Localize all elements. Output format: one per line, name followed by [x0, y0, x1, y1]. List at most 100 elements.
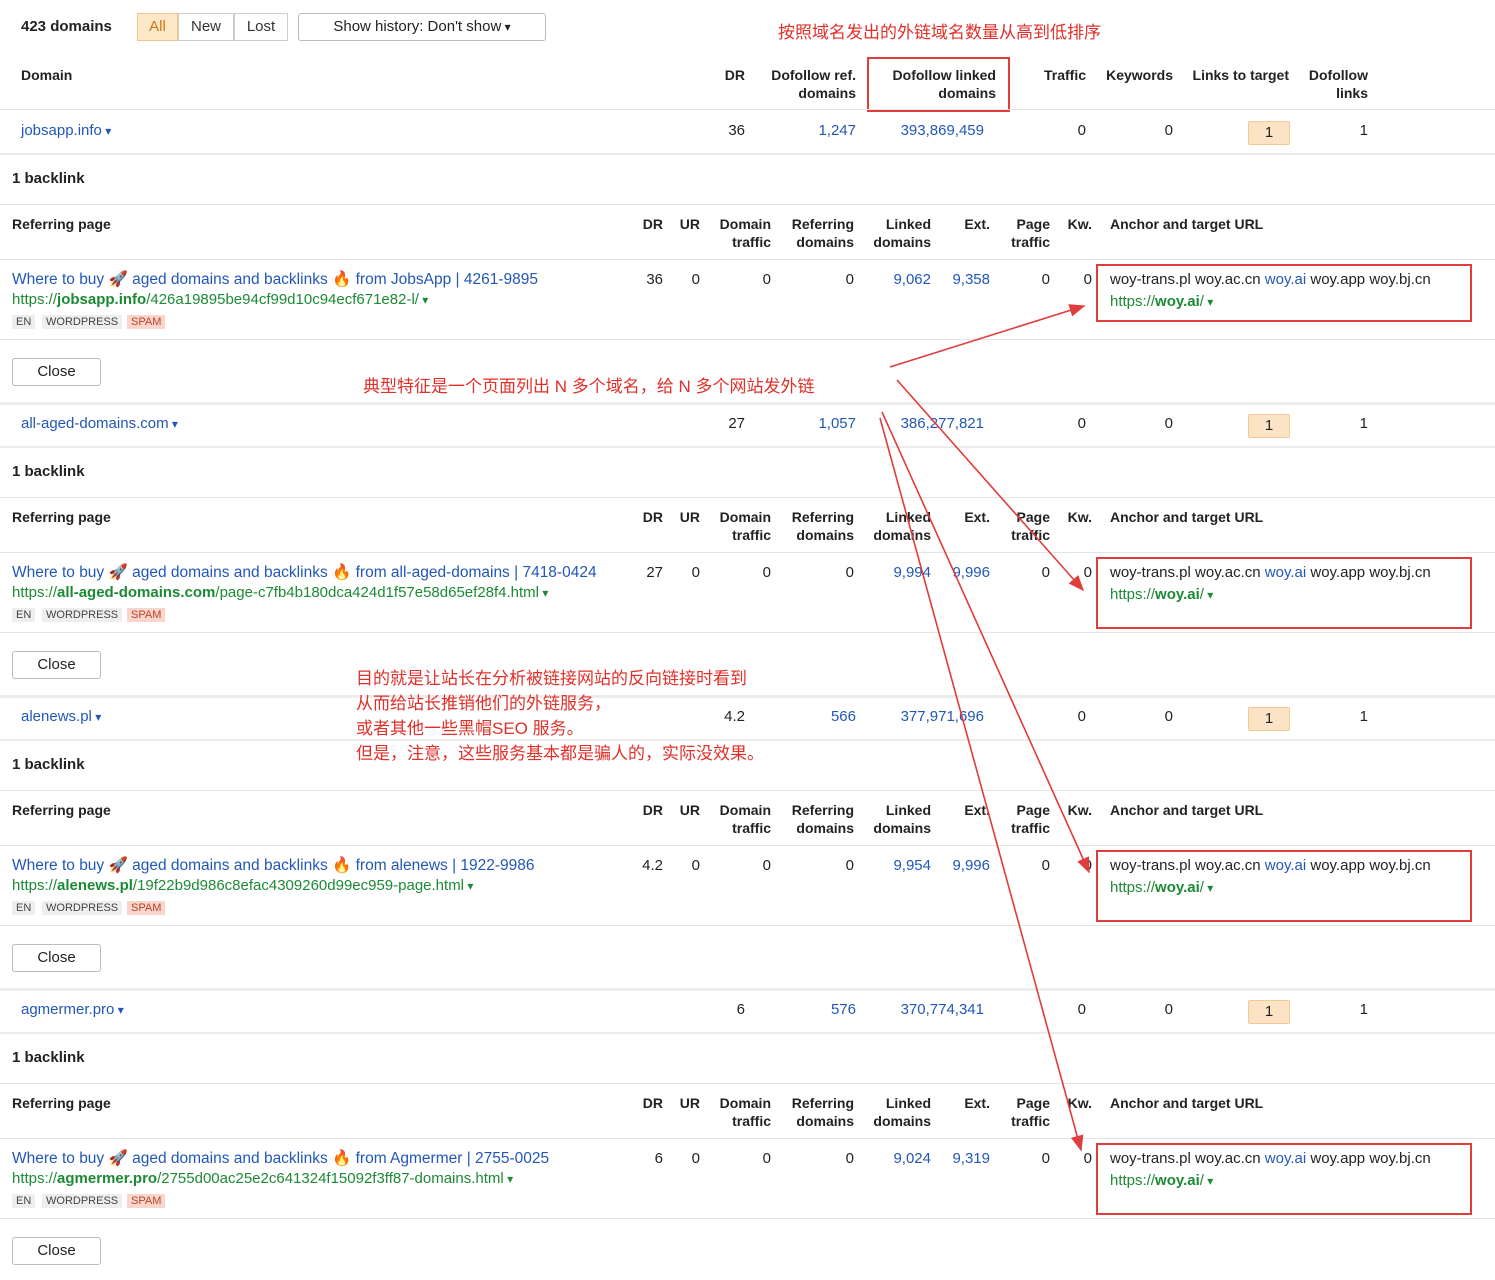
- divider: [0, 1083, 1495, 1084]
- divider: [0, 259, 1495, 260]
- domain-dofollow-links: 1: [1359, 415, 1368, 432]
- url-host: woy.ai: [1155, 879, 1200, 896]
- domain-dofollow-links: 1: [1359, 122, 1368, 139]
- tag: SPAM: [127, 315, 166, 329]
- anchor-text: woy-trans.pl woy.ac.cn woy.ai woy.app wo…: [1110, 271, 1431, 289]
- referring-page-url[interactable]: https://alenews.pl/19f22b9d986c8efac4309…: [12, 877, 473, 895]
- close-button[interactable]: Close: [12, 944, 101, 972]
- history-button[interactable]: Show history: Don't show: [298, 13, 546, 41]
- target-url[interactable]: https://woy.ai/: [1110, 879, 1213, 897]
- close-button[interactable]: Close: [12, 651, 101, 679]
- backlink-metric: 0: [762, 1150, 771, 1167]
- sub-column-header: Referring page: [12, 802, 111, 818]
- sub-column-header: Referring page: [12, 509, 111, 525]
- url-path: /19f22b9d986c8efac4309260d99ec959-page.h…: [132, 877, 465, 894]
- url-scheme: https://: [1110, 293, 1156, 310]
- url-host: all-aged-domains.com: [57, 584, 216, 601]
- sub-column-header: Linked domains: [873, 509, 931, 543]
- domain-linked-domains: 377,971,696: [900, 708, 984, 725]
- backlink-metric: 9,024: [893, 1150, 931, 1167]
- backlink-metric: 0: [762, 564, 771, 581]
- divider: [0, 790, 1495, 791]
- sub-column-header: UR: [679, 216, 700, 232]
- links-count: 1: [1264, 1003, 1274, 1020]
- referring-page-title[interactable]: Where to buy 🚀 aged domains and backlink…: [12, 564, 597, 581]
- tag: EN: [12, 608, 36, 622]
- tag: WORDPRESS: [42, 1194, 123, 1208]
- domain-linked-domains: 370,774,341: [900, 1001, 984, 1018]
- url-path: /: [1199, 879, 1204, 896]
- anchor-domain: woy-trans.pl: [1110, 1150, 1191, 1167]
- backlink-count: 1 backlink: [12, 170, 85, 187]
- sub-column-header: Ext.: [964, 1095, 990, 1111]
- filter-button[interactable]: New: [178, 13, 234, 41]
- divider: [0, 988, 1495, 991]
- domain-dofollow-links: 1: [1359, 1001, 1368, 1018]
- arrow: [896, 379, 1085, 592]
- domain-dofollow-links: 1: [1359, 708, 1368, 725]
- domain-link[interactable]: agmermer.pro: [21, 1001, 124, 1019]
- column-header: DR: [724, 67, 745, 83]
- annotation: 但是，注意，这些服务基本都是骗人的，实际没效果。: [356, 744, 764, 763]
- domain-link[interactable]: jobsapp.info: [21, 122, 111, 140]
- anchor-domain: woy-trans.pl: [1110, 271, 1191, 288]
- domain-ref-domains: 1,247: [818, 122, 856, 139]
- close-button[interactable]: Close: [12, 1237, 101, 1265]
- history-label: Show history: Don't show: [333, 18, 502, 35]
- url-scheme: https://: [12, 584, 58, 601]
- domain-link[interactable]: all-aged-domains.com: [21, 415, 178, 433]
- anchor-domain: woy.ac.cn: [1195, 271, 1261, 288]
- links-to-target[interactable]: 1: [1248, 121, 1290, 145]
- domain-linked-domains: 386,277,821: [900, 415, 984, 432]
- anchor-domain: woy.app: [1310, 564, 1366, 581]
- close-button[interactable]: Close: [12, 358, 101, 386]
- links-to-target[interactable]: 1: [1248, 707, 1290, 731]
- column-header: Domain: [21, 67, 73, 83]
- anchor-domain: woy.app: [1310, 271, 1366, 288]
- anchor-text: woy-trans.pl woy.ac.cn woy.ai woy.app wo…: [1110, 564, 1431, 582]
- sub-column-header: Kw.: [1067, 216, 1092, 232]
- divider: [0, 925, 1495, 926]
- sub-column-header: Referring page: [12, 216, 111, 232]
- anchor-domain: woy.bj.cn: [1369, 857, 1431, 874]
- links-to-target[interactable]: 1: [1248, 414, 1290, 438]
- annotation: 按照域名发出的外链域名数量从高到低排序: [778, 23, 1101, 42]
- backlink-count: 1 backlink: [12, 756, 85, 773]
- filter-button[interactable]: Lost: [234, 13, 288, 41]
- anchor-domain: woy.app: [1310, 1150, 1366, 1167]
- divider: [0, 1218, 1495, 1219]
- filter-button[interactable]: All: [137, 13, 178, 41]
- arrow: [889, 304, 1086, 368]
- url-host: agmermer.pro: [57, 1170, 158, 1187]
- anchor-domain: woy.app: [1310, 857, 1366, 874]
- target-url[interactable]: https://woy.ai/: [1110, 293, 1213, 311]
- sub-column-header: Domain traffic: [719, 802, 771, 836]
- backlink-metric: 0: [1083, 564, 1092, 581]
- annotation: 目的就是让站长在分析被链接网站的反向链接时看到: [356, 669, 747, 688]
- sub-column-header: Referring domains: [791, 1095, 854, 1129]
- tag: EN: [12, 901, 36, 915]
- links-to-target[interactable]: 1: [1248, 1000, 1290, 1024]
- domain-link[interactable]: alenews.pl: [21, 708, 101, 726]
- divider: [0, 109, 1495, 110]
- referring-page-url[interactable]: https://jobsapp.info/426a19895be94cf99d1…: [12, 291, 428, 309]
- divider: [0, 1138, 1495, 1139]
- domain-traffic: 0: [1077, 122, 1086, 139]
- sub-column-header: Ext.: [964, 802, 990, 818]
- referring-page-title[interactable]: Where to buy 🚀 aged domains and backlink…: [12, 1150, 550, 1167]
- column-header: Dofollow ref. domains: [771, 67, 856, 101]
- domain-keywords: 0: [1164, 1001, 1173, 1018]
- sub-column-header: Domain traffic: [719, 216, 771, 250]
- column-header: Dofollow linked domains: [892, 67, 996, 101]
- referring-page-url[interactable]: https://agmermer.pro/2755d00ac25e2c64132…: [12, 1170, 513, 1188]
- tag: SPAM: [127, 1194, 166, 1208]
- url-host: alenews.pl: [57, 877, 133, 894]
- sub-column-header: Referring page: [12, 1095, 111, 1111]
- referring-page-url[interactable]: https://all-aged-domains.com/page-c7fb4b…: [12, 584, 548, 602]
- divider: [0, 446, 1495, 448]
- target-url[interactable]: https://woy.ai/: [1110, 586, 1213, 604]
- referring-page-title[interactable]: Where to buy 🚀 aged domains and backlink…: [12, 857, 535, 874]
- target-url[interactable]: https://woy.ai/: [1110, 1172, 1213, 1190]
- referring-page-title[interactable]: Where to buy 🚀 aged domains and backlink…: [12, 271, 538, 288]
- backlink-metric: 0: [845, 1150, 854, 1167]
